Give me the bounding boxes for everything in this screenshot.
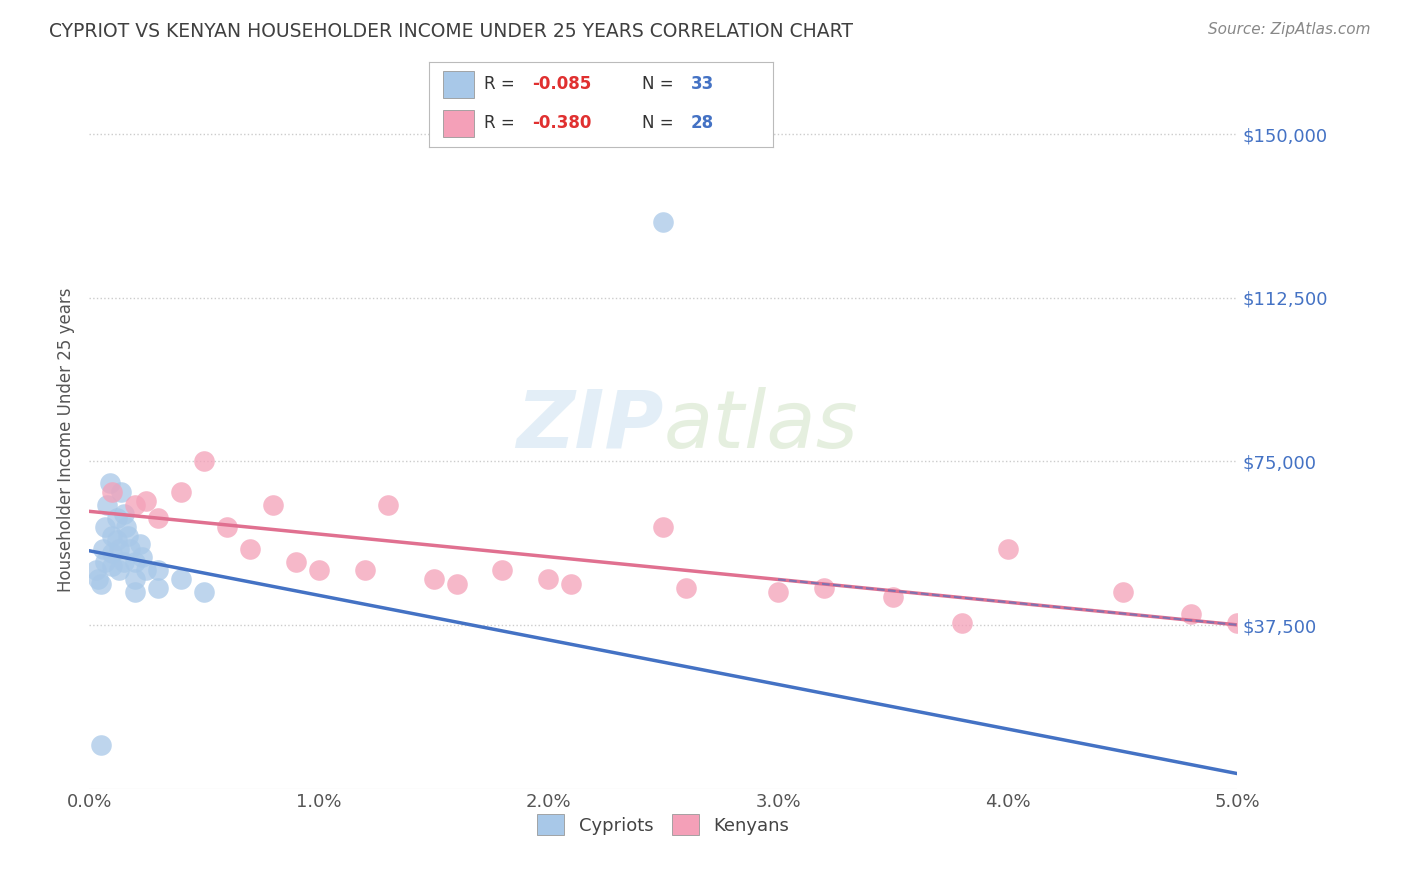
Point <box>94 520 117 534</box>
Point <box>135 493 157 508</box>
Point <box>537 572 560 586</box>
Point <box>124 555 146 569</box>
Point <box>124 498 146 512</box>
Point <box>131 550 153 565</box>
Point <box>128 537 150 551</box>
Point <box>1180 607 1202 621</box>
Point <box>84 564 107 578</box>
Point <box>215 520 238 534</box>
Text: 28: 28 <box>690 114 714 132</box>
Point <box>98 476 121 491</box>
Point <box>422 572 444 586</box>
Y-axis label: Householder Income Under 25 years: Householder Income Under 25 years <box>58 287 75 592</box>
Point <box>101 485 124 500</box>
Point <box>146 581 169 595</box>
Point <box>170 572 193 586</box>
Text: atlas: atlas <box>664 387 858 465</box>
Point <box>308 564 330 578</box>
Point <box>652 214 675 228</box>
Point <box>652 520 675 534</box>
Point <box>96 498 118 512</box>
Text: 33: 33 <box>690 76 714 94</box>
Point <box>813 581 835 595</box>
Point <box>239 541 262 556</box>
Text: -0.380: -0.380 <box>533 114 592 132</box>
Text: Source: ZipAtlas.com: Source: ZipAtlas.com <box>1208 22 1371 37</box>
Point <box>101 546 124 560</box>
Point <box>120 541 142 556</box>
Point <box>114 520 136 534</box>
Point <box>91 541 114 556</box>
Text: R =: R = <box>484 76 520 94</box>
Point <box>105 533 128 547</box>
Point <box>950 615 973 630</box>
Point <box>1226 615 1249 630</box>
Text: N =: N = <box>643 114 679 132</box>
Point <box>101 528 124 542</box>
Text: ZIP: ZIP <box>516 387 664 465</box>
Point <box>262 498 284 512</box>
Bar <box>443 110 474 137</box>
Text: CYPRIOT VS KENYAN HOUSEHOLDER INCOME UNDER 25 YEARS CORRELATION CHART: CYPRIOT VS KENYAN HOUSEHOLDER INCOME UND… <box>49 22 853 41</box>
Point <box>124 572 146 586</box>
Point <box>94 555 117 569</box>
Text: N =: N = <box>643 76 679 94</box>
Point <box>112 555 135 569</box>
Point <box>108 564 131 578</box>
Point <box>446 576 468 591</box>
Point <box>124 585 146 599</box>
Point <box>112 507 135 521</box>
Point <box>353 564 375 578</box>
Point <box>193 454 215 468</box>
Point <box>146 564 169 578</box>
Point <box>108 541 131 556</box>
Point <box>997 541 1019 556</box>
Point <box>90 576 112 591</box>
Point <box>193 585 215 599</box>
Point <box>284 555 307 569</box>
Legend: Cypriots, Kenyans: Cypriots, Kenyans <box>530 807 796 842</box>
Point <box>675 581 697 595</box>
Point <box>117 528 139 542</box>
Point <box>766 585 789 599</box>
Bar <box>443 71 474 98</box>
Point <box>90 738 112 752</box>
Point <box>1111 585 1133 599</box>
Point <box>377 498 399 512</box>
Point <box>87 572 110 586</box>
Point <box>101 559 124 574</box>
Text: R =: R = <box>484 114 520 132</box>
Point <box>491 564 513 578</box>
Point <box>882 590 904 604</box>
Point <box>560 576 582 591</box>
Text: -0.085: -0.085 <box>533 76 592 94</box>
Point <box>105 511 128 525</box>
Point <box>110 485 132 500</box>
Point <box>170 485 193 500</box>
Point <box>135 564 157 578</box>
Point <box>146 511 169 525</box>
